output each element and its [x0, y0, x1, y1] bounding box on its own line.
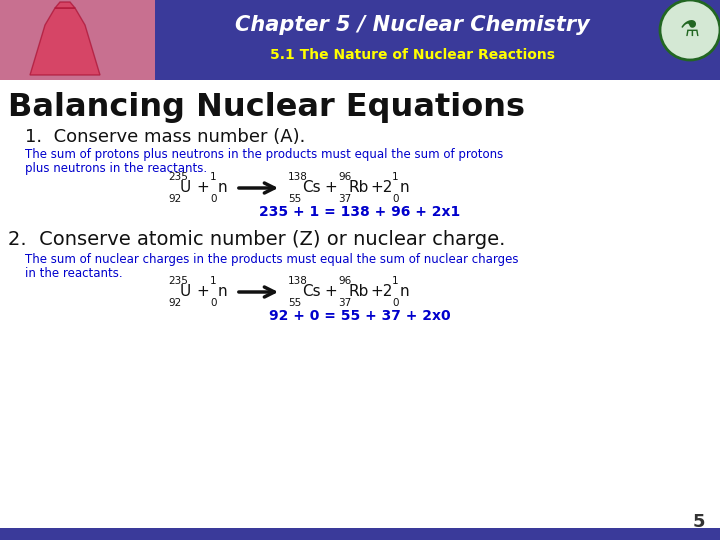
Text: ⚗: ⚗	[680, 20, 700, 40]
Text: 0: 0	[210, 298, 217, 308]
Text: 235: 235	[168, 172, 188, 182]
Text: n: n	[218, 285, 228, 300]
Text: Rb: Rb	[348, 180, 369, 195]
Text: Chapter 5 / Nuclear Chemistry: Chapter 5 / Nuclear Chemistry	[235, 15, 590, 35]
Text: in the reactants.: in the reactants.	[25, 267, 122, 280]
Text: +: +	[324, 180, 337, 195]
Text: 0: 0	[210, 194, 217, 204]
Text: 0: 0	[392, 298, 398, 308]
Text: 1: 1	[392, 276, 399, 286]
Text: 5: 5	[693, 513, 705, 531]
Text: 1: 1	[210, 276, 217, 286]
Text: Cs: Cs	[302, 285, 320, 300]
Text: n: n	[400, 285, 410, 300]
Text: 1.  Conserve mass number (A).: 1. Conserve mass number (A).	[25, 128, 305, 146]
Text: 1: 1	[392, 172, 399, 182]
Text: 92: 92	[168, 194, 181, 204]
Text: 138: 138	[288, 276, 308, 286]
Text: 235 + 1 = 138 + 96 + 2x1: 235 + 1 = 138 + 96 + 2x1	[259, 205, 461, 219]
Text: U: U	[180, 180, 192, 195]
Polygon shape	[30, 8, 100, 75]
Text: 5.1 The Nature of Nuclear Reactions: 5.1 The Nature of Nuclear Reactions	[270, 48, 555, 62]
Text: 92: 92	[168, 298, 181, 308]
Text: 235: 235	[168, 276, 188, 286]
Text: 37: 37	[338, 194, 351, 204]
Text: plus neutrons in the reactants.: plus neutrons in the reactants.	[25, 162, 207, 175]
Text: +2: +2	[370, 180, 392, 195]
Text: +: +	[196, 285, 209, 300]
Text: 96: 96	[338, 172, 351, 182]
Text: +2: +2	[370, 285, 392, 300]
Polygon shape	[55, 2, 75, 8]
Text: The sum of protons plus neutrons in the products must equal the sum of protons: The sum of protons plus neutrons in the …	[25, 148, 503, 161]
Text: Cs: Cs	[302, 180, 320, 195]
Text: 96: 96	[338, 276, 351, 286]
Text: The sum of nuclear charges in the products must equal the sum of nuclear charges: The sum of nuclear charges in the produc…	[25, 253, 518, 266]
Text: U: U	[180, 285, 192, 300]
Text: +: +	[196, 180, 209, 195]
Text: Rb: Rb	[348, 285, 369, 300]
Text: 37: 37	[338, 298, 351, 308]
Bar	[0, 528, 720, 540]
Bar	[155, 0, 720, 80]
Text: 55: 55	[288, 194, 301, 204]
Text: +: +	[324, 285, 337, 300]
Text: n: n	[400, 180, 410, 195]
Text: 0: 0	[392, 194, 398, 204]
Text: 92 + 0 = 55 + 37 + 2x0: 92 + 0 = 55 + 37 + 2x0	[269, 309, 451, 323]
Text: n: n	[218, 180, 228, 195]
Text: 1: 1	[210, 172, 217, 182]
Text: Balancing Nuclear Equations: Balancing Nuclear Equations	[8, 92, 525, 123]
Text: 138: 138	[288, 172, 308, 182]
Circle shape	[660, 0, 720, 60]
Text: 2.  Conserve atomic number (Z) or nuclear charge.: 2. Conserve atomic number (Z) or nuclear…	[8, 230, 505, 249]
Text: 55: 55	[288, 298, 301, 308]
Bar	[0, 0, 155, 80]
